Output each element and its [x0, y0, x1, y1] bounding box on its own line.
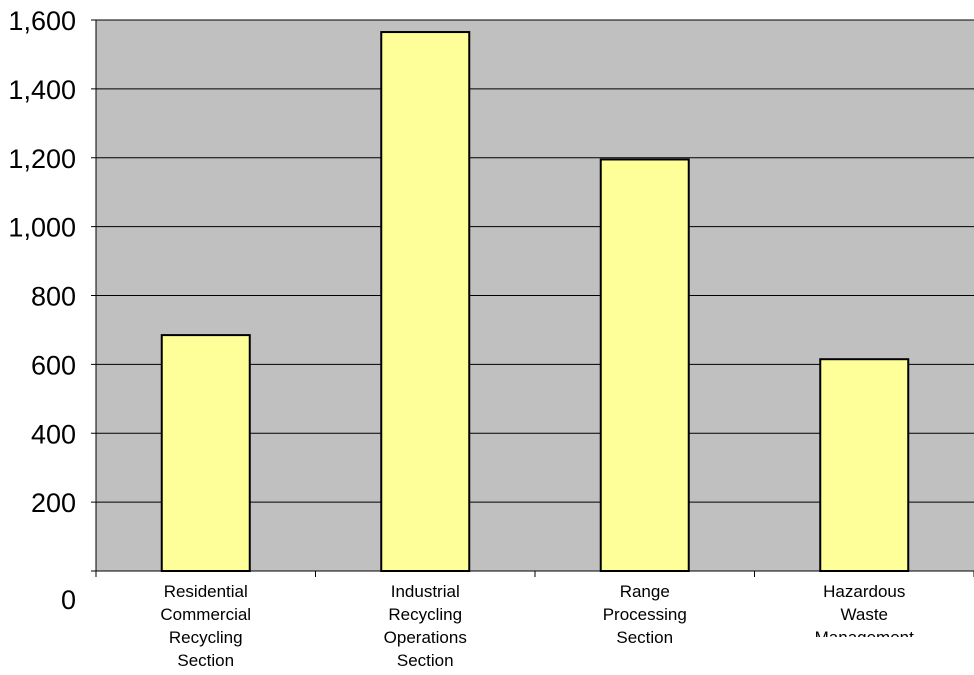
bar	[380, 31, 471, 573]
x-category-label-line: Section	[397, 651, 454, 670]
y-tick-label: 1,600	[8, 6, 76, 36]
bar	[160, 334, 251, 572]
bar	[599, 158, 690, 573]
x-category-label-line: Range	[620, 582, 670, 601]
x-category-label: Residential Commercial Recycling Section	[160, 582, 251, 670]
y-tick-label: 400	[31, 419, 76, 449]
x-category-label-line: Industrial	[391, 582, 460, 601]
x-category-label-line: Residential	[164, 582, 248, 601]
y-tick-label: 0	[61, 585, 76, 615]
y-tick-label: 600	[31, 350, 76, 380]
x-category-label-line: Section	[177, 651, 234, 670]
x-category-label-line: Recycling	[169, 628, 243, 647]
y-tick-labels: 0 200 400 600 800 1,000 1,200 1,400 1,600	[8, 6, 76, 615]
y-tick-label: 1,200	[8, 144, 76, 174]
x-category-label-line: Processing	[603, 605, 687, 624]
y-tick-label: 1,000	[8, 213, 76, 243]
y-tick-label: 200	[31, 488, 76, 518]
y-tick-label: 1,400	[8, 75, 76, 105]
y-tick-label: 800	[31, 282, 76, 312]
x-category-label-line: Management	[815, 628, 915, 647]
x-category-label-line: Hazardous	[823, 582, 905, 601]
x-category-label-line: Commercial	[160, 605, 251, 624]
x-category-label-line: Recycling	[388, 605, 462, 624]
axes	[91, 19, 974, 577]
bar	[819, 358, 910, 572]
x-category-label-line: Waste	[840, 605, 888, 624]
x-category-label: Hazardous Waste Management	[815, 582, 915, 647]
x-category-label: Industrial Recycling Operations Section	[384, 582, 467, 670]
bars	[160, 31, 910, 573]
x-category-label-line: Section	[616, 628, 673, 647]
x-category-label: Range Processing Section	[603, 582, 687, 647]
x-category-labels: ResidentialCommercialRecyclingSectionInd…	[160, 582, 914, 670]
x-category-label-line: Operations	[384, 628, 467, 647]
